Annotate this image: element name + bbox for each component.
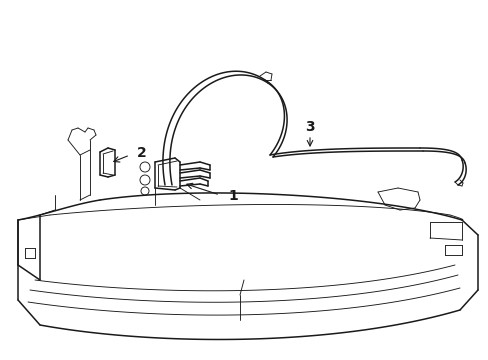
Text: 1: 1 xyxy=(227,189,237,203)
Text: 3: 3 xyxy=(305,120,314,134)
Text: 2: 2 xyxy=(137,146,146,160)
